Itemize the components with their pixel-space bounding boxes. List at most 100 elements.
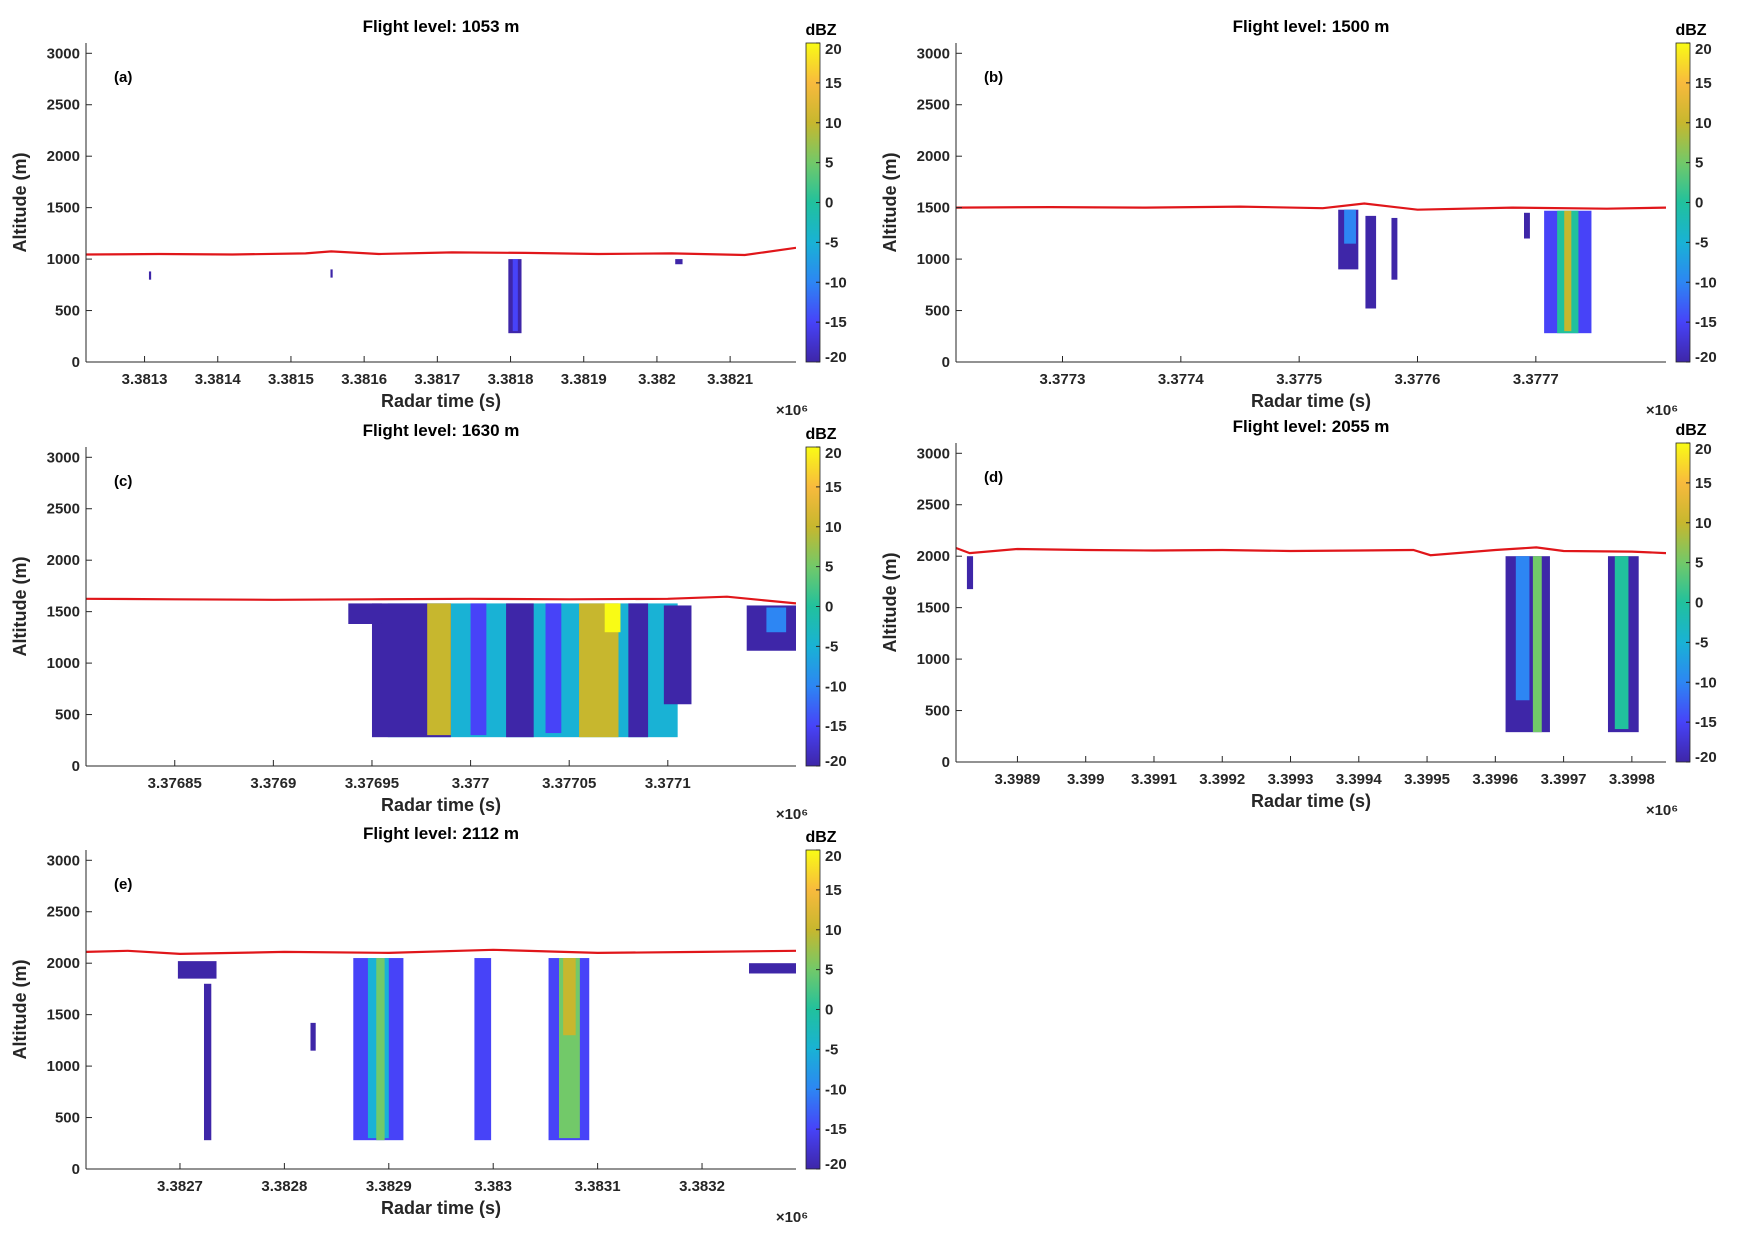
x-tick-label: 3.399 (1067, 771, 1105, 788)
y-tick-label: 2500 (47, 97, 80, 114)
y-tick-label: 2000 (47, 148, 80, 165)
echo-cell-4 (675, 259, 683, 265)
chart-title: Flight level: 2055 m (1233, 417, 1390, 436)
x-tick-label: 3.3819 (561, 371, 607, 388)
echo-cell-5 (474, 958, 492, 1141)
colorbar-tick-label: 10 (825, 922, 842, 939)
reflectivity-field (177, 958, 796, 1141)
y-tick-label: 500 (55, 707, 80, 724)
y-tick-label: 3000 (47, 45, 80, 62)
x-tick-label: 3.3992 (1199, 771, 1245, 788)
echo-cell-3 (1391, 217, 1398, 280)
echo-cell-2 (1515, 556, 1530, 701)
colorbar-tick-label: 15 (825, 75, 842, 92)
y-tick-label: 2000 (47, 552, 80, 569)
x-tick-label: 3.3777 (1513, 371, 1559, 388)
y-tick-label: 0 (72, 354, 80, 371)
y-tick-label: 1000 (47, 655, 80, 672)
colorbar-tick-label: -20 (825, 1156, 847, 1173)
chart-panel-d: 0 500 1000 1500 2000 2500 3000 3.3989 3.399 3.399… (880, 417, 1717, 819)
x-tick-label: 3.3989 (994, 771, 1040, 788)
x-tick-label: 3.3775 (1276, 371, 1322, 388)
y-axis-label: Altitude (m) (880, 153, 900, 253)
y-tick-label: 1000 (47, 251, 80, 268)
y-tick-label: 0 (942, 754, 950, 771)
chart-panel-c: 0 500 1000 1500 2000 2500 3000 3.37685 3.3769 3.3… (10, 421, 847, 823)
colorbar-tick-label: 10 (1695, 515, 1712, 532)
x-tick-label: 3.3813 (122, 371, 168, 388)
echo-cell-2 (148, 271, 152, 280)
y-tick-label: 3000 (47, 449, 80, 466)
chart-title: Flight level: 1630 m (363, 421, 520, 440)
x-multiplier-label: ×10⁶ (776, 806, 808, 823)
y-tick-label: 1000 (917, 251, 950, 268)
y-tick-label: 500 (55, 1110, 80, 1127)
y-tick-label: 3000 (47, 852, 80, 869)
echo-cell-5 (1614, 556, 1629, 730)
y-axis-label: Altitude (m) (10, 960, 30, 1060)
colorbar-tick-label: -20 (825, 753, 847, 770)
echo-cell-1 (203, 983, 212, 1141)
y-tick-label: 500 (925, 303, 950, 320)
x-tick-label: 3.3998 (1609, 771, 1655, 788)
x-axis-label: Radar time (s) (381, 391, 501, 411)
colorbar-tick-label: -15 (1695, 714, 1717, 731)
x-tick-label: 3.3771 (645, 775, 691, 792)
x-tick-label: 3.37695 (345, 775, 399, 792)
panel-label: (a) (114, 69, 132, 86)
x-tick-label: 3.3995 (1404, 771, 1450, 788)
flight-altitude-line (86, 948, 796, 956)
x-tick-label: 3.3996 (1472, 771, 1518, 788)
colorbar-tick-label: 5 (825, 155, 833, 172)
echo-cell-7 (1524, 212, 1530, 239)
echo-cell-12 (766, 607, 787, 633)
echo-cell-9 (663, 605, 692, 705)
flight-altitude-line (86, 595, 796, 605)
colorbar-tick-label: 15 (1695, 475, 1712, 492)
echo-cell-7 (604, 603, 621, 633)
colorbar-tick-label: 0 (1695, 195, 1703, 212)
reflectivity-field (348, 603, 796, 738)
echo-cell-6 (1564, 210, 1572, 332)
x-tick-label: 3.3774 (1158, 371, 1205, 388)
reflectivity-field (966, 556, 1639, 733)
y-tick-label: 0 (72, 1161, 80, 1178)
colorbar-tick-label: 0 (825, 195, 833, 212)
y-tick-label: 2000 (917, 148, 950, 165)
y-axis-label: Altitude (m) (10, 557, 30, 657)
colorbar-tick-label: 5 (1695, 555, 1703, 572)
colorbar-tick-label: -5 (825, 1041, 838, 1058)
echo-cell-3 (1532, 556, 1542, 733)
y-tick-label: 1500 (917, 200, 950, 217)
echo-cell-5 (545, 603, 562, 734)
y-tick-label: 2000 (917, 548, 950, 565)
x-axis-label: Radar time (s) (381, 795, 501, 815)
echo-cell-8 (563, 958, 576, 1036)
colorbar-tick-label: 15 (1695, 75, 1712, 92)
x-tick-label: 3.3815 (268, 371, 314, 388)
echo-cell-8 (628, 603, 649, 738)
panel-label: (c) (114, 473, 132, 490)
flight-altitude-line (956, 546, 1666, 557)
y-tick-label: 2500 (917, 97, 950, 114)
colorbar-tick-label: 20 (825, 848, 842, 865)
y-tick-label: 500 (55, 303, 80, 320)
echo-cell-4 (506, 603, 534, 738)
panel-label: (b) (984, 69, 1003, 86)
colorbar-tick-label: -20 (825, 349, 847, 366)
x-tick-label: 3.3994 (1336, 771, 1383, 788)
echo-cell-1 (512, 259, 518, 332)
x-tick-label: 3.382 (638, 371, 676, 388)
x-tick-label: 3.3821 (707, 371, 753, 388)
colorbar-tick-label: -15 (825, 718, 847, 735)
flight-altitude-line (956, 202, 1666, 211)
colorbar-tick-label: 15 (825, 479, 842, 496)
colorbar-unit-label: dBZ (805, 829, 836, 846)
colorbar-tick-label: 20 (825, 41, 842, 58)
colorbar-tick-label: -5 (825, 638, 838, 655)
chart-panel-a: 0 500 1000 1500 2000 2500 3000 3.3813 3.3814 3.38… (10, 17, 847, 419)
x-tick-label: 3.3997 (1541, 771, 1587, 788)
x-tick-label: 3.3773 (1040, 371, 1086, 388)
y-tick-label: 500 (925, 703, 950, 720)
y-tick-label: 2500 (47, 501, 80, 518)
